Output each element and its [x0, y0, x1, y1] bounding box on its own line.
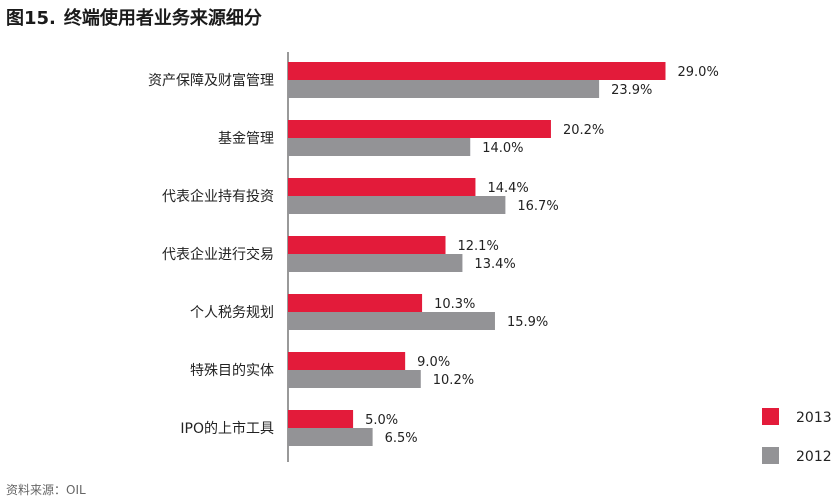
- data-label-2013: 5.0%: [365, 413, 398, 428]
- data-label-2012: 15.9%: [507, 315, 548, 330]
- legend-swatch-2012: [762, 447, 779, 464]
- chart-title: 图15. 终端使用者业务来源细分: [6, 4, 262, 30]
- data-label-2013: 12.1%: [458, 239, 499, 254]
- data-label-2012: 16.7%: [517, 199, 558, 214]
- category-label: 基金管理: [218, 130, 274, 147]
- data-label-2012: 10.2%: [433, 373, 474, 388]
- category-label: 个人税务规划: [190, 305, 274, 321]
- bar-2013: [288, 236, 446, 254]
- bar-2013: [288, 352, 406, 370]
- legend-swatch-2013: [762, 408, 779, 425]
- bar-2013: [288, 120, 551, 138]
- bar-2012: [288, 370, 421, 388]
- category-label: 特殊目的实体: [190, 363, 274, 379]
- bar-2012: [288, 312, 495, 330]
- data-label-2012: 23.9%: [611, 83, 652, 98]
- data-label-2013: 14.4%: [487, 181, 528, 196]
- category-label: IPO的上市工具: [180, 420, 274, 437]
- bar-2012: [288, 428, 373, 446]
- bar-2012: [288, 196, 506, 214]
- bar-2013: [288, 294, 423, 312]
- bar-2012: [288, 254, 463, 272]
- bar-2012: [288, 80, 600, 98]
- bar-2012: [288, 138, 471, 156]
- category-label: 代表企业进行交易: [162, 246, 274, 263]
- legend-label-2012: 2012: [796, 449, 832, 465]
- bar-2013: [288, 410, 354, 428]
- figure-number: 图15.: [6, 8, 56, 29]
- legend-label-2013: 2013: [796, 410, 832, 426]
- figure-title: 终端使用者业务来源细分: [63, 8, 262, 29]
- source-note: 资料来源：OIL: [6, 483, 86, 497]
- data-label-2012: 14.0%: [482, 141, 523, 156]
- category-label: 资产保障及财富管理: [148, 72, 274, 89]
- data-label-2012: 6.5%: [385, 431, 418, 446]
- data-label-2013: 20.2%: [563, 123, 604, 138]
- data-label-2013: 29.0%: [678, 65, 719, 80]
- data-label-2013: 10.3%: [434, 297, 475, 312]
- data-label-2013: 9.0%: [417, 355, 450, 370]
- data-label-2012: 13.4%: [474, 257, 515, 272]
- bar-2013: [288, 62, 666, 80]
- bar-2013: [288, 178, 476, 196]
- category-label: 代表企业持有投资: [162, 188, 274, 205]
